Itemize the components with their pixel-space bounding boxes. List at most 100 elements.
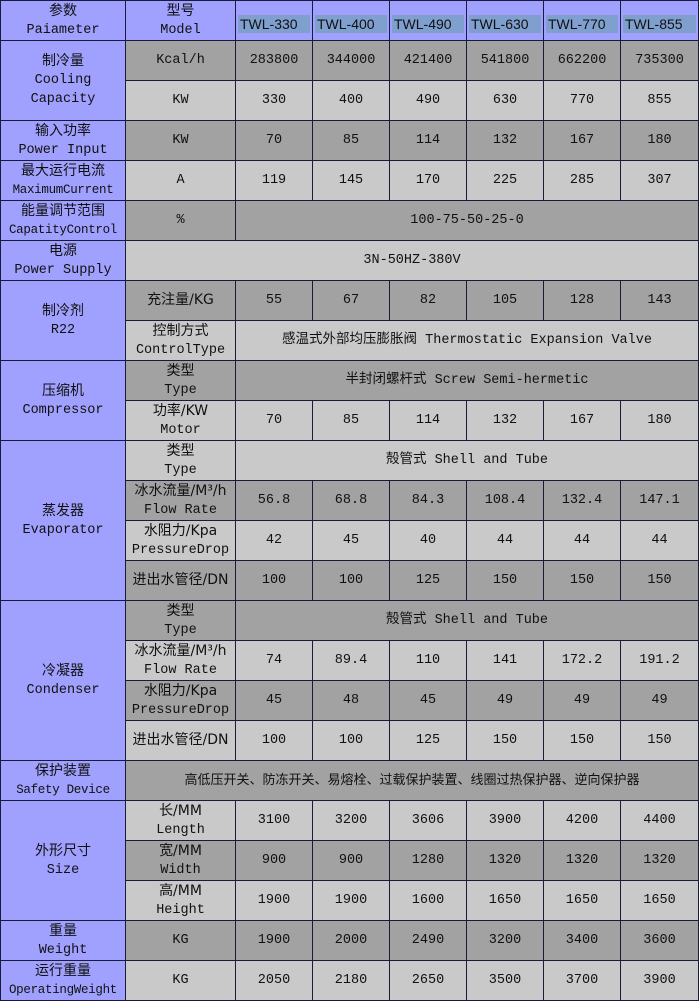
value-cell: 770 bbox=[543, 80, 621, 121]
value-cell: 285 bbox=[543, 160, 621, 201]
parameter-label: 制冷量 Cooling Capacity bbox=[0, 40, 126, 121]
value-cell: 3900 bbox=[620, 960, 699, 1001]
value-cell: 855 bbox=[620, 80, 699, 121]
unit-label-primary: 长/MM bbox=[159, 802, 202, 819]
unit-label-primary: 类型 bbox=[166, 602, 195, 619]
parameter-label: 制冷剂 R22 bbox=[0, 280, 126, 361]
unit-label: 类型 Type bbox=[125, 440, 236, 481]
value-cell: 3700 bbox=[543, 960, 621, 1001]
parameter-label: 运行重量 OperatingWeight bbox=[0, 960, 126, 1001]
table-row: 冰水流量/M³/h Flow Rate 56.8 68.8 84.3 108.4 132.4… bbox=[1, 480, 699, 521]
value-cell: 630 bbox=[466, 80, 544, 121]
model-column-header: TWL-855 bbox=[620, 0, 699, 41]
value-cell: 3400 bbox=[543, 920, 621, 961]
value-cell: 68.8 bbox=[312, 480, 390, 521]
value-cell: 1650 bbox=[620, 880, 699, 921]
table-row: 进出水管径/DN 100 100 125 150 150 150 bbox=[1, 560, 699, 601]
value-cell: 150 bbox=[543, 720, 621, 761]
value-cell: 44 bbox=[466, 520, 544, 561]
value-cell: 2490 bbox=[389, 920, 467, 961]
parameter-label-secondary: Power Input bbox=[18, 142, 108, 158]
value-cell: 1900 bbox=[235, 920, 313, 961]
unit-label-primary: 进出水管径/DN bbox=[132, 732, 229, 748]
parameter-label-secondary: Capacity bbox=[30, 92, 96, 107]
unit-label: 类型 Type bbox=[125, 360, 236, 401]
parameter-label-secondary: CapatityControl bbox=[8, 222, 118, 237]
table-row: 冰水流量/M³/h Flow Rate 74 89.4 110 141 172.2 191.2 bbox=[1, 640, 699, 681]
model-name: TWL-770 bbox=[546, 14, 618, 33]
unit-label-secondary: PressureDrop bbox=[131, 542, 230, 558]
table-row: 制冷量 Cooling Capacity Kcal/h 283800 344000 4214… bbox=[0, 40, 699, 121]
unit-label-primary: Kcal/h bbox=[156, 53, 205, 68]
parameter-label-primary: 重量 bbox=[49, 922, 77, 939]
table-row: 外形尺寸 Size 长/MM Length 3100 3200 3606 3900 4200 44… bbox=[0, 800, 699, 921]
parameter-label: 外形尺寸 Size bbox=[0, 800, 126, 921]
value-cell: 114 bbox=[389, 120, 467, 161]
value-cell: 84.3 bbox=[389, 480, 467, 521]
value-cell: 100 bbox=[312, 720, 390, 761]
value-cell: 143 bbox=[620, 280, 699, 321]
value-cell: 100 bbox=[235, 560, 313, 601]
value-cell: 900 bbox=[312, 840, 390, 881]
parameter-label: 最大运行电流 MaximumCurrent bbox=[0, 160, 126, 201]
value-cell: 145 bbox=[312, 160, 390, 201]
value-cell: 132.4 bbox=[543, 480, 621, 521]
parameter-label-primary: 保护装置 bbox=[35, 762, 91, 779]
value-cell: 110 bbox=[389, 640, 467, 681]
value-cell: 3100 bbox=[235, 800, 313, 841]
value-cell: 1280 bbox=[389, 840, 467, 881]
value-cell: 89.4 bbox=[312, 640, 390, 681]
unit-label-primary: 宽/MM bbox=[159, 842, 202, 859]
table-row: 水阻力/Kpa PressureDrop 42 45 40 44 44 44 bbox=[1, 520, 699, 561]
value-cell: 225 bbox=[466, 160, 544, 201]
model-header-cn: 型号 bbox=[166, 2, 195, 19]
unit-label: 进出水管径/DN bbox=[125, 720, 236, 761]
model-header: 型号 Model bbox=[125, 0, 236, 41]
value-cell: 132 bbox=[466, 120, 544, 161]
parameter-label-secondary: Cooling bbox=[34, 73, 92, 88]
parameter-label: 输入功率 Power Input bbox=[0, 120, 126, 161]
value-cell: 3500 bbox=[466, 960, 544, 1001]
value-cell: 1600 bbox=[389, 880, 467, 921]
value-cell: 132 bbox=[466, 400, 544, 441]
value-cell: 421400 bbox=[389, 40, 467, 81]
value-cell: 49 bbox=[543, 680, 621, 721]
value-cell: 42 bbox=[235, 520, 313, 561]
table-row: 电源 Power Supply 3N-50HZ-380V bbox=[0, 240, 699, 281]
unit-label-primary: 进出水管径/DN bbox=[132, 572, 229, 588]
value-cell: 70 bbox=[235, 120, 313, 161]
unit-label: 进出水管径/DN bbox=[125, 560, 236, 601]
value-cell: 167 bbox=[543, 400, 621, 441]
spanning-value: 殻管式 Shell and Tube bbox=[235, 440, 699, 481]
unit-label-primary: A bbox=[176, 173, 185, 188]
parameter-label: 能量调节范围 CapatityControl bbox=[0, 200, 126, 241]
value-cell: 141 bbox=[466, 640, 544, 681]
unit-label: 充注量/KG bbox=[125, 280, 236, 321]
value-cell: 283800 bbox=[235, 40, 313, 81]
unit-label-primary: 充注量/KG bbox=[147, 292, 214, 308]
value-cell: 167 bbox=[543, 120, 621, 161]
value-cell: 70 bbox=[235, 400, 313, 441]
parameter-label: 保护装置 Safety Device bbox=[0, 760, 126, 801]
parameter-label: 压缩机 Compressor bbox=[0, 360, 126, 441]
value-cell: 44 bbox=[620, 520, 699, 561]
unit-label: KW bbox=[125, 80, 236, 121]
value-cell: 3600 bbox=[620, 920, 699, 961]
unit-label: 冰水流量/M³/h Flow Rate bbox=[125, 640, 236, 681]
table-row: 功率/KW Motor 70 85 114 132 167 180 bbox=[1, 400, 699, 441]
value-cell: 100 bbox=[235, 720, 313, 761]
parameter-label-primary: 冷凝器 bbox=[42, 662, 84, 679]
spanning-value: 3N-50HZ-380V bbox=[125, 240, 699, 281]
value-cell: 172.2 bbox=[543, 640, 621, 681]
table-row: 进出水管径/DN 100 100 125 150 150 150 bbox=[1, 720, 699, 761]
table-row: 宽/MM Width 900 900 1280 1320 1320 1320 bbox=[1, 840, 699, 881]
value-cell: 662200 bbox=[543, 40, 621, 81]
spanning-value: 感温式外部均压膨胀阀 Thermostatic Expansion Valve bbox=[235, 320, 699, 361]
parameter-label-secondary: Weight bbox=[38, 942, 88, 958]
parameter-label-primary: 制冷量 bbox=[42, 53, 84, 69]
model-column-header: TWL-400 bbox=[312, 0, 390, 41]
model-name: TWL-490 bbox=[392, 14, 464, 33]
unit-label-secondary: ControlType bbox=[135, 342, 226, 358]
parameter-label-primary: 运行重量 bbox=[35, 962, 91, 979]
spanning-value: 高低压开关、防冻开关、易熔栓、过载保护装置、线圈过热保护器、逆向保护器 bbox=[125, 760, 699, 801]
